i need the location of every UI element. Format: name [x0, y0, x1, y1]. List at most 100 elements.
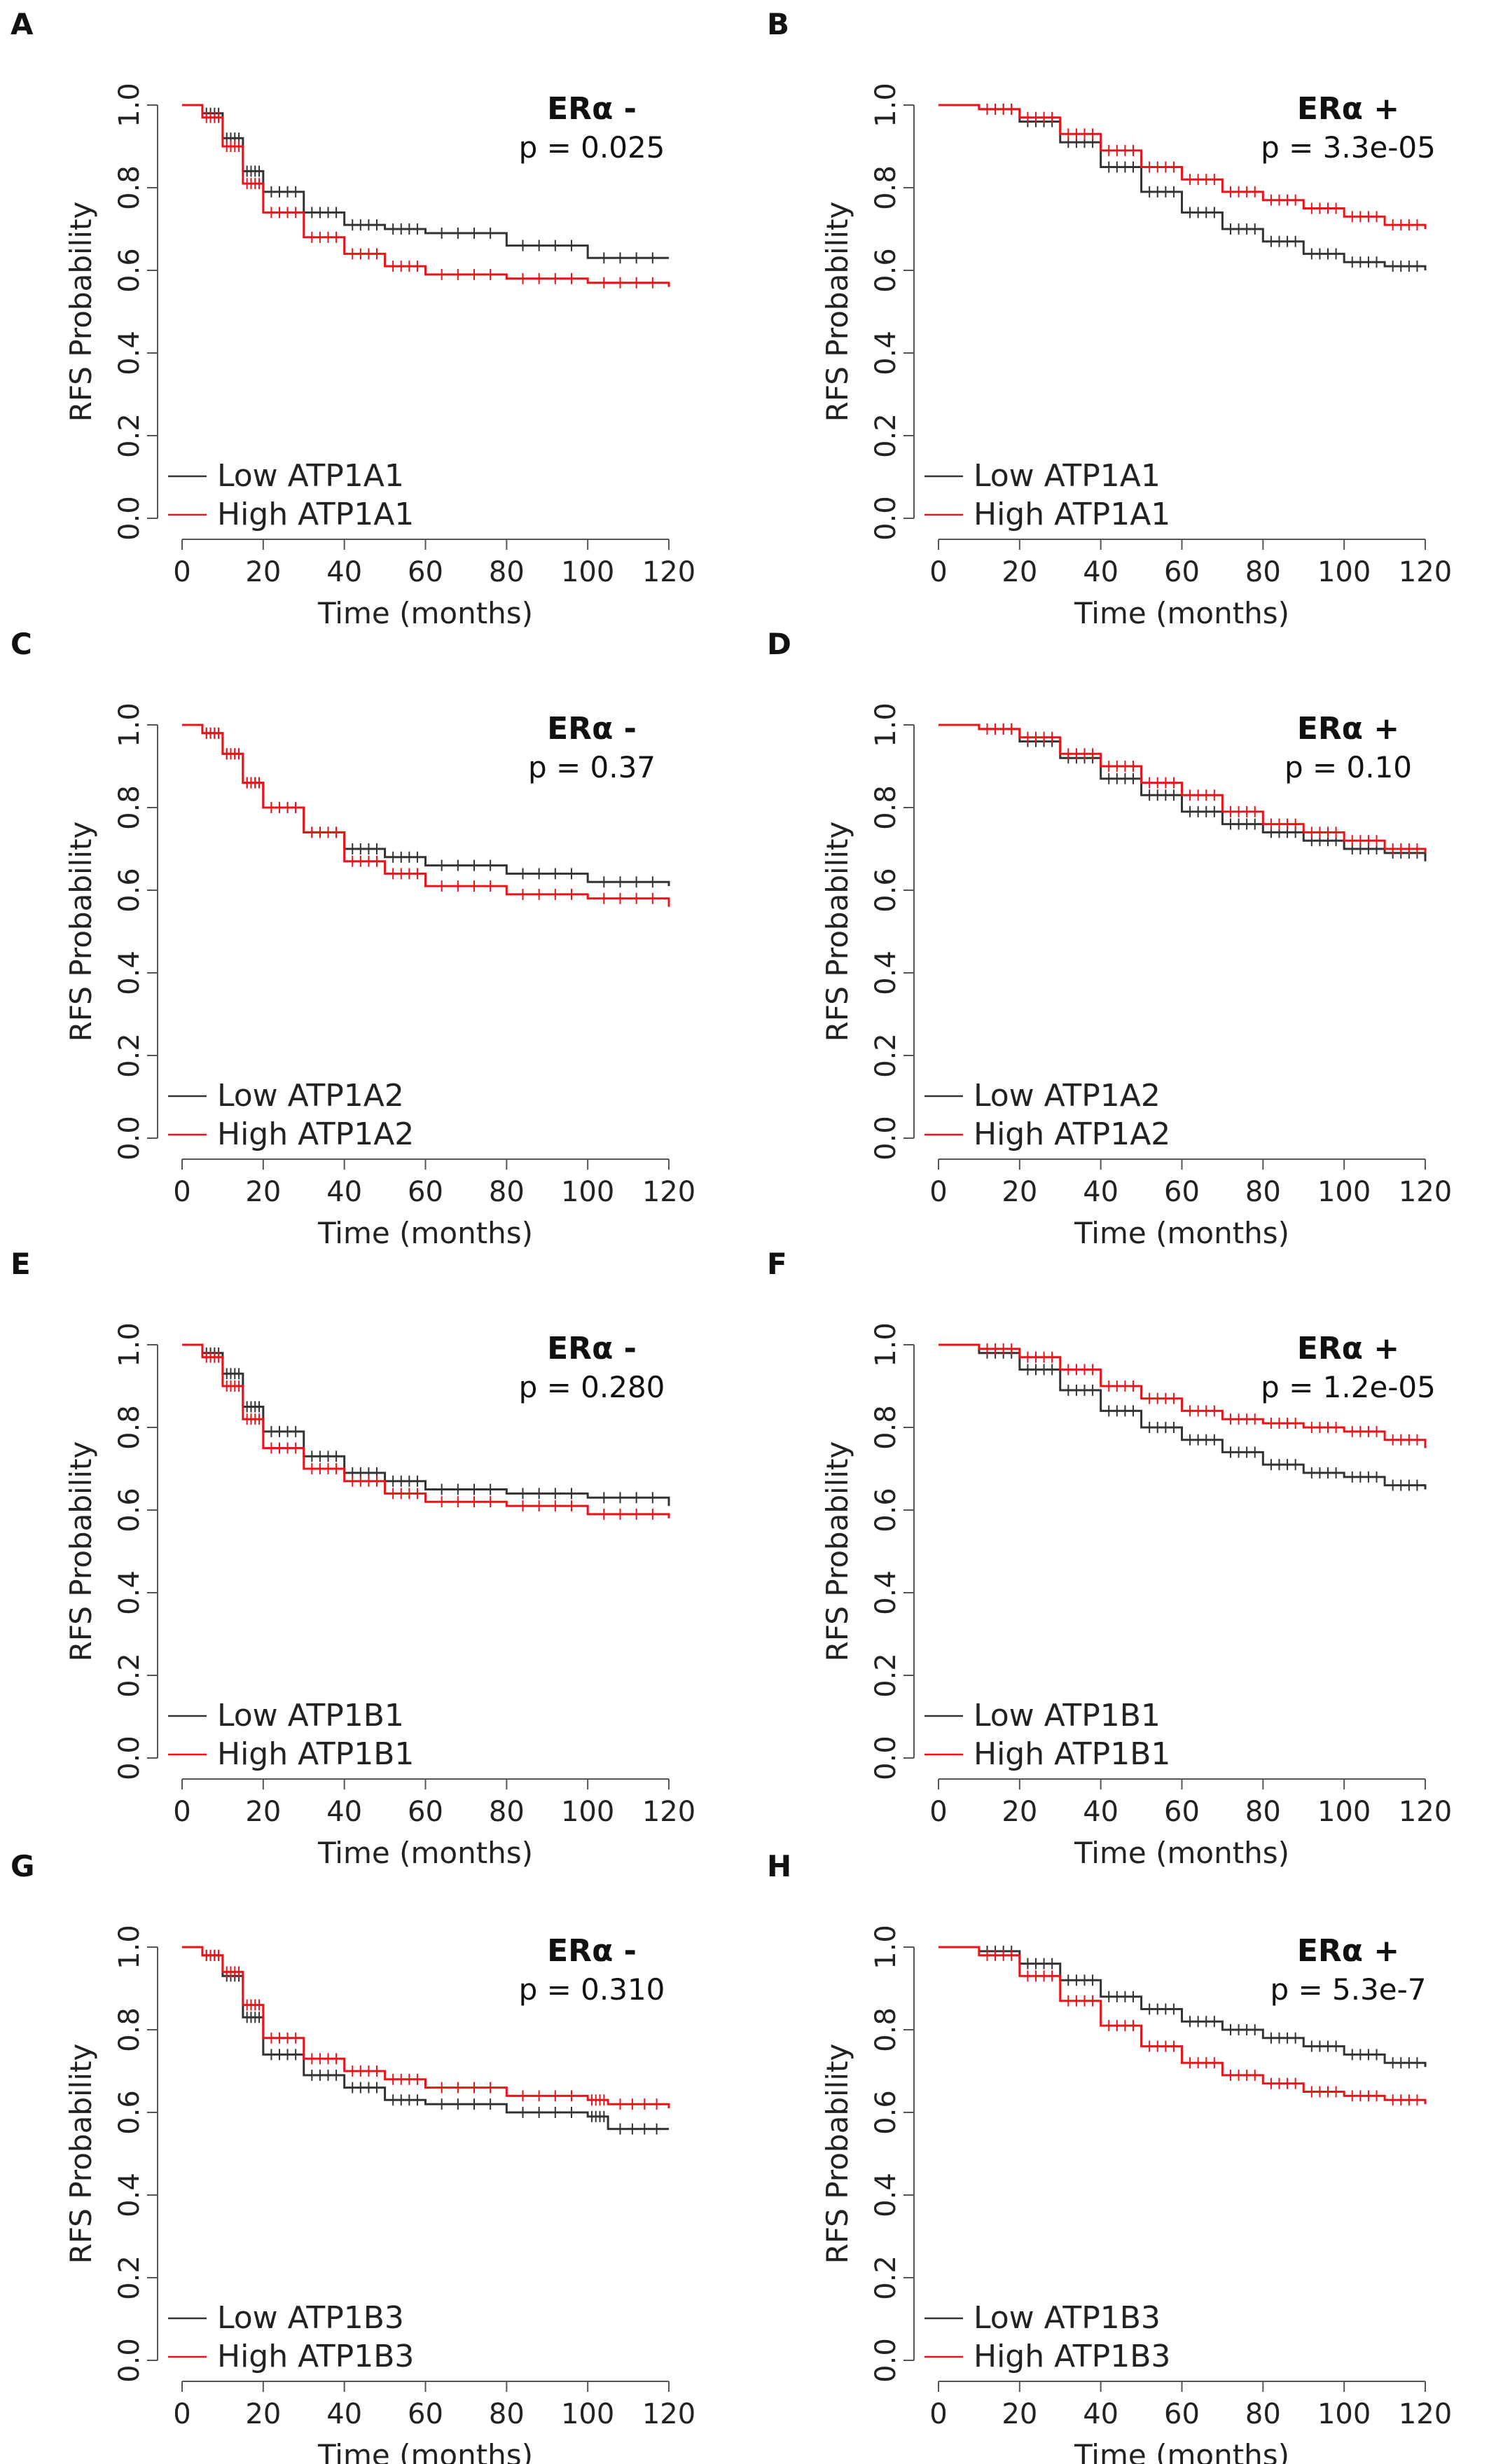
y-axis-title: RFS Probability — [64, 822, 98, 1042]
y-tick-label: 0.0 — [113, 496, 146, 541]
x-axis-title: Time (months) — [317, 2438, 533, 2464]
x-tick-label: 60 — [1164, 2398, 1200, 2430]
y-tick-label: 0.6 — [113, 1488, 146, 1532]
x-tick-label: 20 — [245, 1176, 281, 1208]
panel-letter: D — [767, 627, 791, 661]
x-tick-label: 40 — [326, 1176, 362, 1208]
x-tick-label: 100 — [1317, 1796, 1371, 1828]
p-value-label: p = 1.2e-05 — [1261, 1370, 1436, 1404]
panel-letter: H — [767, 1849, 792, 1883]
er-status-label: ERα - — [547, 1331, 637, 1366]
low-expression-curve — [182, 724, 670, 887]
legend-low-label: Low ATP1A1 — [974, 458, 1161, 494]
x-tick-label: 0 — [929, 556, 947, 588]
panel-h: H 0.0 0.2 0.4 0.6 0.8 1.0 0 20 40 60 80 100 120 Time … — [767, 1849, 1467, 2464]
x-tick-label: 100 — [561, 2398, 614, 2430]
x-tick-label: 40 — [1083, 1176, 1119, 1208]
y-tick-label: 0.6 — [113, 868, 146, 913]
y-axis-title: RFS Probability — [64, 1441, 98, 1662]
low-expression-curve — [182, 1343, 670, 1507]
high-expression-curve — [182, 104, 670, 287]
panel-a: A 0.0 0.2 0.4 0.6 0.8 1.0 0 20 40 60 80 100 120 Time … — [11, 7, 711, 630]
p-value-label: p = 0.10 — [1284, 750, 1412, 784]
y-tick-label: 0.0 — [870, 496, 902, 541]
x-tick-label: 0 — [173, 1796, 191, 1828]
p-value-label: p = 0.37 — [528, 750, 656, 784]
y-tick-label: 0.8 — [870, 1405, 902, 1450]
y-tick-label: 0.6 — [870, 248, 902, 293]
panel-letter: F — [767, 1247, 787, 1281]
x-tick-label: 0 — [929, 1796, 947, 1828]
y-tick-label: 0.4 — [870, 1570, 902, 1615]
x-tick-label: 0 — [929, 1176, 947, 1208]
x-tick-label: 40 — [326, 1796, 362, 1828]
high-expression-curve — [939, 1343, 1427, 1448]
panel-f: F 0.0 0.2 0.4 0.6 0.8 1.0 0 20 40 60 80 100 120 Time … — [767, 1247, 1467, 1870]
x-tick-label: 60 — [408, 2398, 443, 2430]
y-tick-label: 0.6 — [113, 2090, 146, 2135]
p-value-label: p = 0.025 — [519, 130, 665, 165]
y-tick-label: 0.4 — [870, 2173, 902, 2217]
legend-high-label: High ATP1A2 — [217, 1116, 414, 1152]
panel-e: E 0.0 0.2 0.4 0.6 0.8 1.0 0 20 40 60 80 100 120 Time … — [11, 1247, 711, 1870]
x-axis-title: Time (months) — [317, 596, 533, 630]
y-tick-label: 0.4 — [870, 331, 902, 375]
km-chart: 0.0 0.2 0.4 0.6 0.8 1.0 0 20 40 60 80 100 120 Time (m… — [820, 83, 1452, 630]
x-tick-label: 0 — [173, 1176, 191, 1208]
panel-letter: G — [11, 1849, 35, 1883]
p-value-label: p = 0.280 — [519, 1370, 665, 1404]
km-chart: 0.0 0.2 0.4 0.6 0.8 1.0 0 20 40 60 80 100 120 Time (m… — [820, 702, 1452, 1250]
x-tick-label: 120 — [642, 1176, 695, 1208]
low-expression-curve — [939, 104, 1427, 270]
y-tick-label: 1.0 — [870, 83, 902, 127]
km-chart: 0.0 0.2 0.4 0.6 0.8 1.0 0 20 40 60 80 100 120 Time (m… — [64, 702, 695, 1250]
y-tick-label: 1.0 — [113, 1322, 146, 1367]
y-tick-label: 0.2 — [113, 1653, 146, 1698]
y-tick-label: 1.0 — [113, 1925, 146, 1970]
x-tick-label: 20 — [1002, 2398, 1037, 2430]
y-axis-title: RFS Probability — [64, 2044, 98, 2264]
km-chart: 0.0 0.2 0.4 0.6 0.8 1.0 0 20 40 60 80 100 120 Time (m… — [64, 1925, 695, 2464]
x-tick-label: 20 — [1002, 556, 1037, 588]
panel-letter: A — [11, 7, 34, 41]
er-status-label: ERα + — [1297, 1933, 1399, 1969]
y-tick-label: 0.2 — [870, 413, 902, 458]
y-tick-label: 0.0 — [870, 1116, 902, 1161]
x-tick-label: 100 — [561, 1176, 614, 1208]
x-tick-label: 80 — [1245, 2398, 1281, 2430]
p-value-label: p = 0.310 — [519, 1972, 665, 2007]
panel-letter: C — [11, 627, 32, 661]
panel-d: D 0.0 0.2 0.4 0.6 0.8 1.0 0 20 40 60 80 100 120 Time … — [767, 627, 1467, 1250]
panel-letter: E — [11, 1247, 31, 1281]
legend-low-label: Low ATP1A1 — [217, 458, 404, 494]
y-tick-label: 0.2 — [870, 1653, 902, 1698]
legend-high-label: High ATP1A2 — [974, 1116, 1170, 1152]
x-tick-label: 100 — [1317, 1176, 1371, 1208]
legend-high-label: High ATP1A1 — [217, 497, 414, 532]
x-tick-label: 0 — [173, 2398, 191, 2430]
x-tick-label: 60 — [408, 1176, 443, 1208]
x-tick-label: 20 — [245, 2398, 281, 2430]
y-tick-label: 0.8 — [113, 1405, 146, 1450]
x-tick-label: 60 — [408, 1796, 443, 1828]
y-tick-label: 0.0 — [113, 1736, 146, 1780]
y-tick-label: 0.4 — [113, 950, 146, 995]
legend-low-label: Low ATP1A2 — [217, 1078, 404, 1114]
y-tick-label: 0.8 — [870, 785, 902, 830]
y-tick-label: 0.2 — [113, 2255, 146, 2300]
x-axis-title: Time (months) — [1074, 1836, 1289, 1870]
y-tick-label: 0.8 — [113, 2007, 146, 2052]
x-tick-label: 40 — [1083, 1796, 1119, 1828]
er-status-label: ERα + — [1297, 1331, 1399, 1366]
km-chart: 0.0 0.2 0.4 0.6 0.8 1.0 0 20 40 60 80 100 120 Time (m… — [820, 1322, 1452, 1870]
x-tick-label: 60 — [1164, 556, 1200, 588]
y-tick-label: 0.6 — [113, 248, 146, 293]
x-tick-label: 40 — [326, 556, 362, 588]
y-tick-label: 0.2 — [870, 1033, 902, 1078]
er-status-label: ERα - — [547, 711, 637, 747]
x-tick-label: 40 — [1083, 2398, 1119, 2430]
x-tick-label: 80 — [489, 556, 525, 588]
x-tick-label: 40 — [1083, 556, 1119, 588]
x-tick-label: 120 — [1399, 1796, 1452, 1828]
